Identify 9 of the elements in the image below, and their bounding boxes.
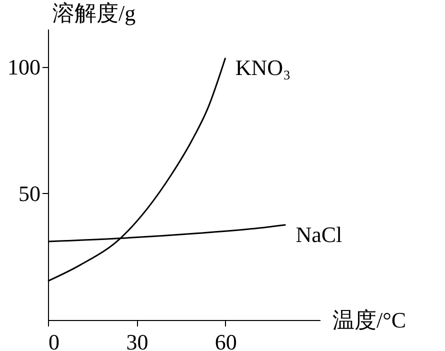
x-tick-label: 60 bbox=[214, 330, 237, 351]
x-tick-label: 0 bbox=[48, 330, 60, 351]
y-tick-label: 50 bbox=[18, 180, 40, 206]
x-axis-title: 温度/°C bbox=[332, 308, 406, 332]
x-tick-label: 30 bbox=[126, 330, 148, 351]
y-axis-title: 溶解度/g bbox=[52, 0, 136, 26]
series-label: KNO₃ bbox=[235, 54, 291, 80]
y-tick-label: 100 bbox=[8, 54, 40, 80]
series-label: NaCl bbox=[296, 222, 342, 247]
